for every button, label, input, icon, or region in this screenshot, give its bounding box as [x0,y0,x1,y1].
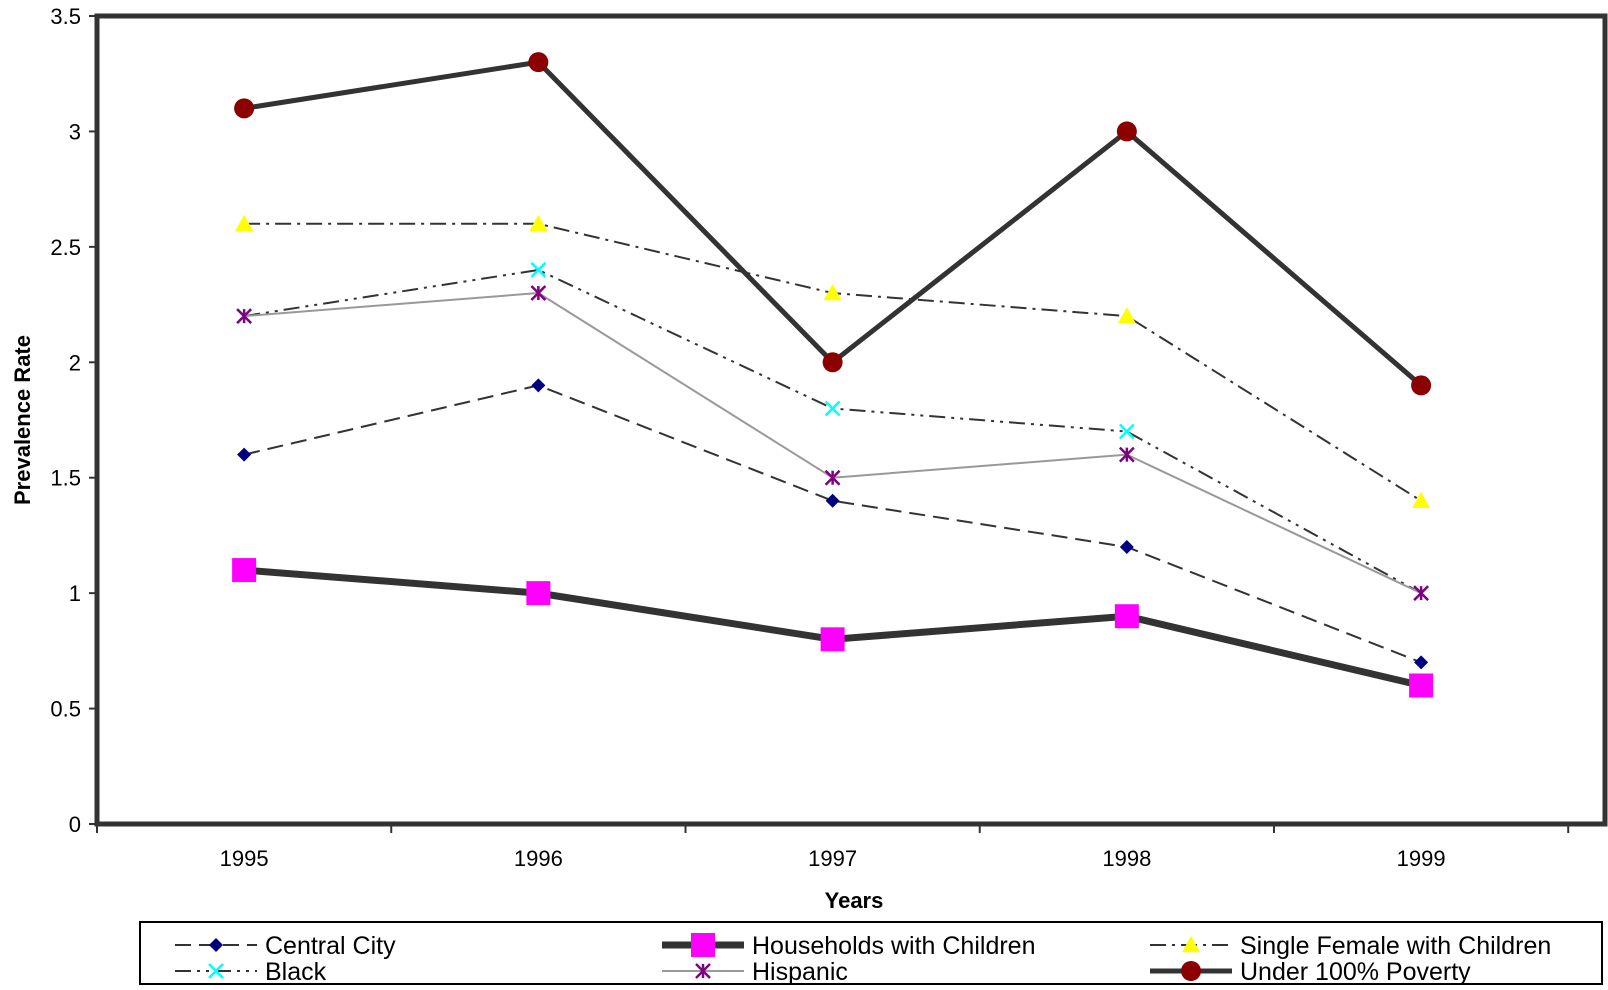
legend-marker [1181,961,1201,981]
data-point [526,581,551,606]
legend-item: Central City [175,932,396,960]
data-point [1117,307,1136,324]
data-point [824,400,841,417]
legend-label: Hispanic [752,958,848,985]
legend-label: Under 100% Poverty [1240,958,1471,985]
legend-marker [691,933,715,957]
data-point [528,52,549,73]
data-point [531,378,546,393]
series-hispanic [236,285,1429,602]
data-point [529,214,548,231]
data-point [1409,673,1434,698]
y-tick-label: 1 [69,581,81,606]
data-point [235,214,254,231]
y-tick-label: 0.5 [50,697,81,722]
y-tick-label: 2.5 [50,235,81,260]
data-point [1411,375,1432,396]
data-point [1414,655,1429,670]
legend-item: Hispanic [662,958,848,986]
series-line [244,292,1422,595]
x-tick-label: 1996 [514,846,563,871]
data-point [822,352,843,373]
legend-marker [208,963,224,979]
data-point [1412,491,1431,508]
x-tick-label: 1995 [220,846,269,871]
data-point [232,558,257,583]
data-point [1116,121,1137,142]
data-point [530,285,547,301]
series-line [243,384,1422,664]
legend-label: Households with Children [752,932,1035,960]
legend: Central City Households with Children Sing… [175,932,1551,986]
legend-marker [695,963,711,979]
data-point [823,284,842,301]
data-point [237,447,252,462]
axis-ticks: 0 0.5 1 1.5 2 2.5 3 3.5 1995 1996 1997 1998 1999 [50,4,1570,871]
series-under-100-poverty [234,52,1432,396]
series-line [243,268,1422,595]
x-tick-label: 1997 [808,846,857,871]
y-tick-label: 3 [69,119,81,144]
legend-item: Under 100% Poverty [1150,958,1471,986]
x-tick-label: 1999 [1397,846,1446,871]
data-point [820,627,845,652]
legend-item: Single Female with Children [1150,932,1551,960]
data-point [1413,585,1429,602]
data-point [1119,539,1134,554]
y-tick-label: 3.5 [50,4,81,29]
legend-item: Households with Children [662,932,1035,960]
legend-item: Black [175,958,327,986]
x-tick-label: 1998 [1102,846,1151,871]
legend-marker [1182,936,1200,953]
series-layer [232,52,1434,698]
data-point [1114,604,1139,629]
legend-label: Single Female with Children [1240,932,1551,960]
series-line [243,59,1423,388]
data-point [530,262,547,278]
plot-area-frame [94,13,1608,827]
x-axis-title: Years [825,888,884,913]
legend-label: Black [265,958,327,985]
series-single-female-with-children [235,214,1431,508]
data-point [234,98,255,119]
y-tick-label: 2 [69,350,81,375]
series-households-with-children [232,558,1434,698]
data-point [1118,446,1135,463]
legend-label: Central City [265,932,396,960]
y-axis-title: Prevalence Rate [10,335,35,505]
y-tick-label: 0 [69,812,81,837]
legend-marker [209,938,223,952]
data-point [825,493,840,508]
data-point [236,308,253,324]
data-point [824,469,841,486]
data-point [1118,423,1135,440]
y-tick-label: 1.5 [50,466,81,491]
series-central-city [237,378,1429,670]
legend-box [139,921,1603,985]
series-black [236,262,1429,602]
